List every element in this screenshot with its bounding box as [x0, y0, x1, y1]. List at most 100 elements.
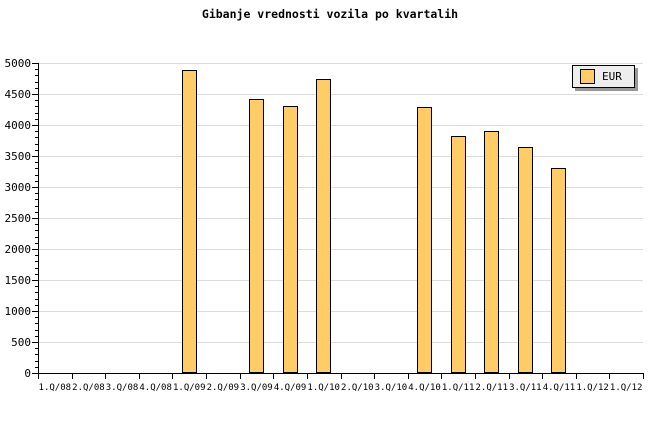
- y-minor-tick: [35, 199, 38, 201]
- bar-2.Q/11: [484, 130, 500, 373]
- y-minor-tick: [35, 118, 38, 120]
- y-minor-tick: [35, 292, 38, 294]
- y-minor-tick: [35, 242, 38, 244]
- gridline: [38, 280, 643, 281]
- y-major-tick: [32, 218, 38, 219]
- bar-4.Q/11: [551, 168, 567, 373]
- x-tick: [206, 374, 208, 379]
- y-major-tick: [32, 373, 38, 374]
- x-tick: [643, 374, 644, 379]
- x-tick: [138, 374, 140, 379]
- y-major-tick: [32, 63, 38, 64]
- y-major-tick: [32, 187, 38, 188]
- gridline: [38, 125, 643, 126]
- gridline: [38, 94, 643, 95]
- y-minor-tick: [35, 168, 38, 170]
- x-axis-line: [38, 373, 644, 374]
- y-axis-label: 1000: [4, 305, 32, 318]
- y-minor-tick: [35, 304, 38, 306]
- x-axis-label: 4.Q/10: [408, 383, 441, 393]
- y-minor-tick: [35, 100, 38, 102]
- y-major-tick: [32, 125, 38, 126]
- y-minor-tick: [35, 348, 38, 350]
- y-minor-tick: [35, 366, 38, 368]
- x-tick: [239, 374, 241, 379]
- y-minor-tick: [35, 75, 38, 77]
- x-tick: [508, 374, 510, 379]
- y-minor-tick: [35, 335, 38, 337]
- y-minor-tick: [35, 317, 38, 319]
- y-minor-tick: [35, 261, 38, 263]
- y-minor-tick: [35, 112, 38, 114]
- x-axis-label: 1.Q/12: [609, 383, 643, 393]
- gridline: [38, 63, 643, 64]
- y-axis-label: 2500: [4, 212, 32, 225]
- y-minor-tick: [35, 106, 38, 108]
- y-axis-label: 500: [11, 336, 31, 349]
- y-major-tick: [32, 249, 38, 250]
- y-minor-tick: [35, 137, 38, 139]
- y-minor-tick: [35, 87, 38, 89]
- y-minor-tick: [35, 131, 38, 133]
- gridline: [38, 249, 643, 250]
- legend-swatch-icon: [580, 69, 595, 84]
- y-minor-tick: [35, 255, 38, 257]
- y-axis-label: 4000: [4, 119, 32, 132]
- x-axis-label: 3.Q/10: [374, 383, 408, 393]
- gridline: [38, 311, 643, 312]
- y-minor-tick: [35, 329, 38, 331]
- y-major-tick: [32, 280, 38, 281]
- x-tick: [441, 374, 443, 379]
- x-tick: [38, 374, 39, 379]
- x-axis-label: 4.Q/09: [273, 383, 307, 393]
- y-minor-tick: [35, 273, 38, 275]
- y-minor-tick: [35, 205, 38, 207]
- x-axis-label: 1.Q/08: [38, 383, 72, 393]
- y-major-tick: [32, 311, 38, 312]
- y-minor-tick: [35, 230, 38, 232]
- x-tick: [542, 374, 544, 379]
- x-tick: [609, 374, 611, 379]
- y-axis-label: 0: [24, 367, 31, 380]
- x-axis-label: 3.Q/09: [240, 383, 273, 393]
- x-axis-label: 1.Q/12: [576, 383, 609, 393]
- y-minor-tick: [35, 354, 38, 356]
- x-tick: [306, 374, 308, 379]
- bar-4.Q/10: [417, 107, 433, 373]
- x-axis-label: 1.Q/09: [172, 383, 206, 393]
- x-axis-label: 2.Q/10: [341, 383, 374, 393]
- y-minor-tick: [35, 323, 38, 325]
- y-minor-tick: [35, 69, 38, 71]
- x-tick: [71, 374, 73, 379]
- y-minor-tick: [35, 224, 38, 226]
- y-minor-tick: [35, 143, 38, 145]
- y-minor-tick: [35, 360, 38, 362]
- y-axis-label: 3500: [4, 150, 32, 163]
- y-minor-tick: [35, 162, 38, 164]
- x-tick: [340, 374, 342, 379]
- y-axis-label: 2000: [4, 243, 32, 256]
- x-tick: [105, 374, 107, 379]
- gridline: [38, 156, 643, 157]
- x-axis-label: 2.Q/09: [206, 383, 240, 393]
- y-major-tick: [32, 342, 38, 343]
- bar-3.Q/11: [517, 147, 533, 373]
- y-major-tick: [32, 94, 38, 95]
- x-tick: [374, 374, 376, 379]
- gridline: [38, 218, 643, 219]
- x-axis-label: 2.Q/11: [475, 383, 508, 393]
- y-axis-label: 1500: [4, 274, 32, 287]
- y-minor-tick: [35, 236, 38, 238]
- y-axis-label: 4500: [4, 88, 32, 101]
- y-minor-tick: [35, 180, 38, 182]
- bar-1.Q/09: [181, 70, 197, 373]
- x-tick: [273, 374, 275, 379]
- y-axis-label: 3000: [4, 181, 32, 194]
- legend: EUR: [572, 65, 635, 88]
- x-axis-label: 1.Q/11: [441, 383, 475, 393]
- x-tick: [172, 374, 174, 379]
- y-minor-tick: [35, 174, 38, 176]
- x-axis-label: 3.Q/08: [105, 383, 139, 393]
- gridline: [38, 187, 643, 188]
